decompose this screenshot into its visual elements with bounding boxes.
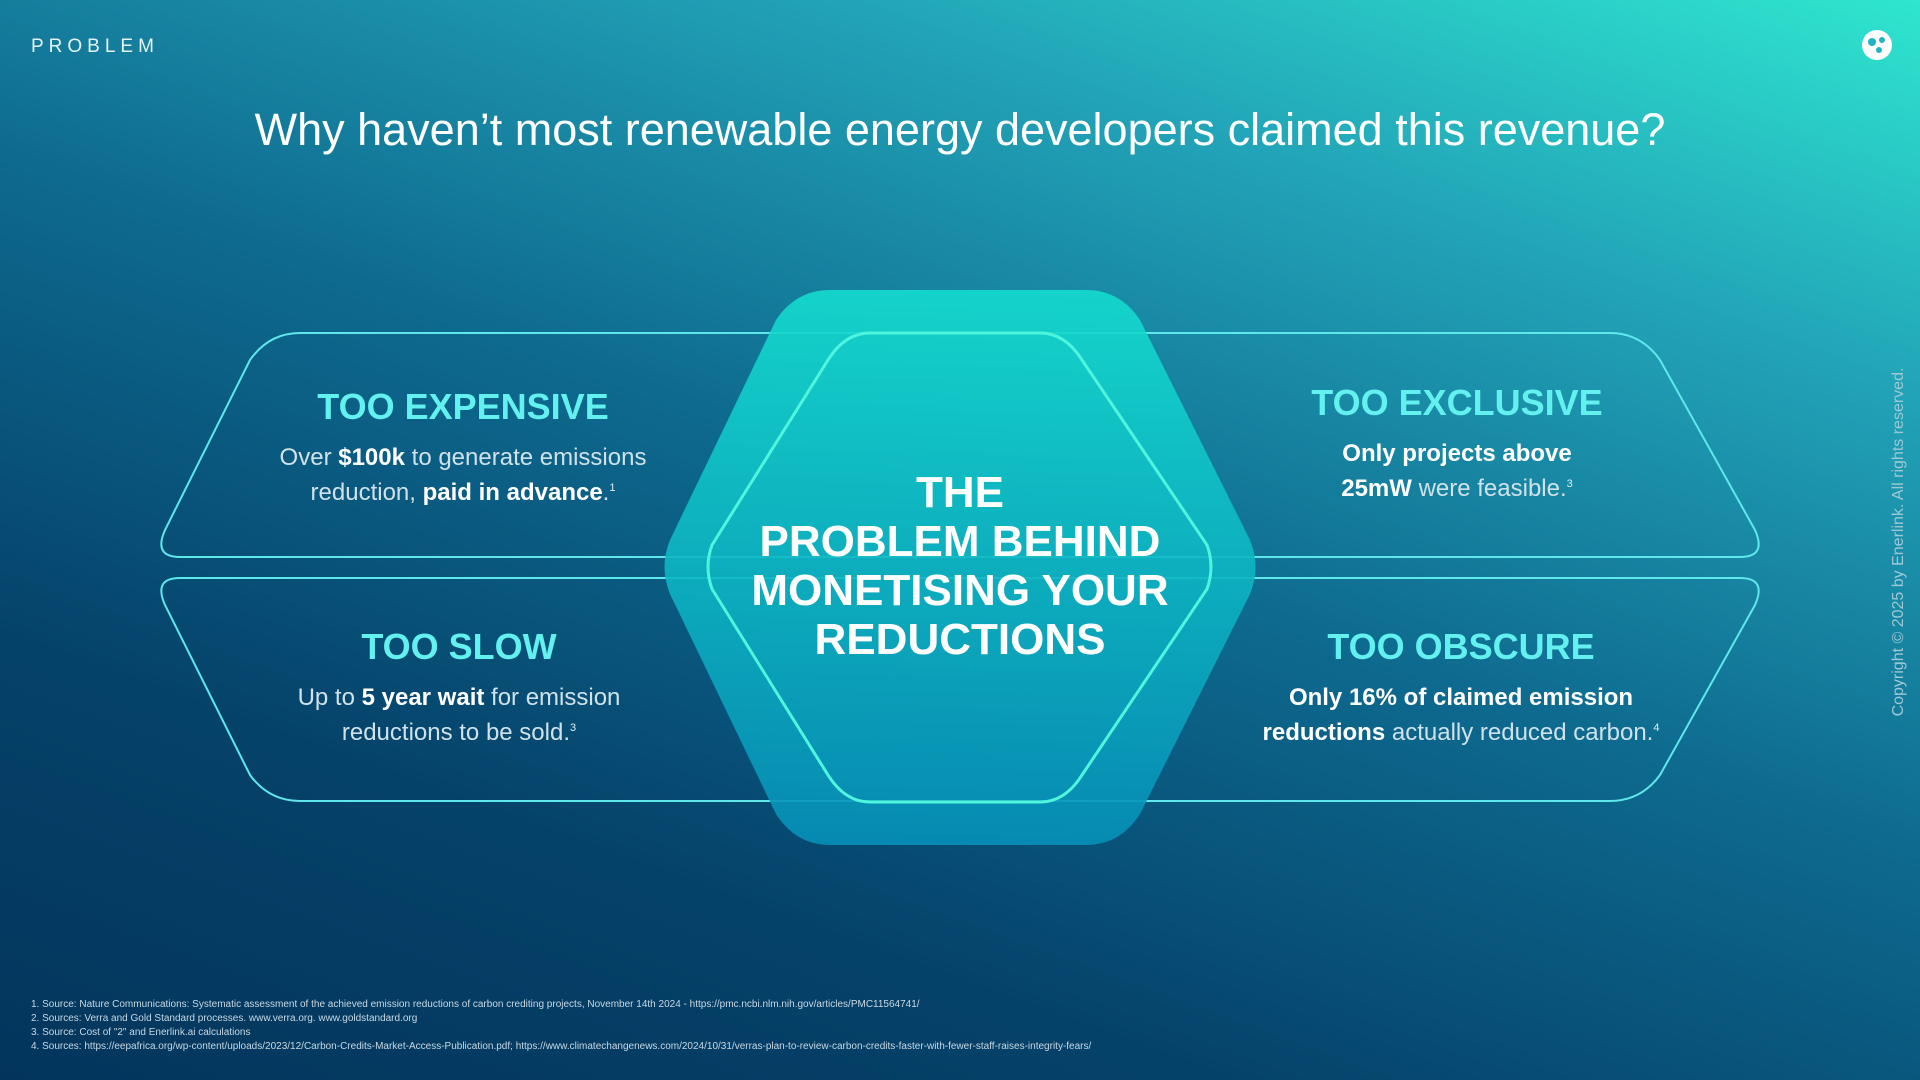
card-line: Up to 5 year wait for emission <box>179 682 739 713</box>
footnote: 1. Source: Nature Communications: System… <box>31 999 920 1010</box>
card-line: Over $100k to generate emissions <box>183 442 743 473</box>
section-label: PROBLEM <box>31 36 159 57</box>
footnotes: 1. Source: Nature Communications: System… <box>31 998 1091 1054</box>
text-segment: reductions to be sold. <box>341 719 570 746</box>
card: TOO OBSCURE Only 16% of claimed emission r… <box>1181 626 1741 748</box>
text-segment: Over <box>279 444 339 471</box>
text-segment: to generate emissions <box>404 444 647 471</box>
center-line: REDUCTIONS <box>814 615 1106 664</box>
logo <box>1862 30 1892 60</box>
center-text: THE PROBLEM BEHIND MONETISING YOUR REDUCTIO… <box>659 468 1261 664</box>
footnote: 2. Sources: Verra and Gold Standard proc… <box>31 1013 418 1024</box>
text-segment: 3 <box>1566 478 1573 490</box>
text-segment: reductions <box>1262 719 1386 746</box>
center-line: THE <box>916 468 1004 517</box>
text-segment: paid in advance <box>422 479 603 506</box>
text-segment: Up to <box>297 684 362 711</box>
copyright: Copyright © 2025 by Enerlink. All rights… <box>1890 367 1907 717</box>
card-title: TOO EXPENSIVE <box>317 386 609 427</box>
card-line: reduction, paid in advance.1 <box>183 473 743 508</box>
text-segment: 3 <box>570 722 577 734</box>
text-segment: 5 year wait <box>361 684 485 711</box>
center-hexagon <box>664 290 1256 845</box>
text-segment: 4 <box>1653 722 1660 734</box>
text-segment: 1 <box>609 482 616 494</box>
card: TOO EXPENSIVE Over $100k to generate emis… <box>183 386 743 508</box>
text-segment: 25mW <box>1341 475 1412 502</box>
logo-dot <box>1876 47 1882 53</box>
text-segment: Only 16% of claimed emission <box>1288 684 1634 711</box>
text-segment: were feasible. <box>1411 475 1567 502</box>
card-line: Only projects above <box>1177 438 1737 469</box>
center-line: PROBLEM BEHIND <box>759 517 1161 566</box>
logo-dot <box>1879 37 1885 43</box>
text-segment: reduction, <box>310 479 423 506</box>
text-segment: $100k <box>338 444 405 471</box>
logo-dot <box>1868 38 1876 46</box>
card-line: 25mW were feasible.3 <box>1177 469 1737 504</box>
card: TOO SLOW Up to 5 year wait for emission re… <box>179 626 739 748</box>
card-line: reductions actually reduced carbon.4 <box>1181 713 1741 748</box>
card: TOO EXCLUSIVE Only projects above 25mW wer… <box>1177 382 1737 504</box>
footnote: 3. Source: Cost of "2" and Enerlink.ai c… <box>31 1027 251 1038</box>
text-segment: . <box>602 479 610 506</box>
text-segment: actually reduced carbon. <box>1385 719 1654 746</box>
card-title: TOO SLOW <box>361 626 557 667</box>
inner-hexagon <box>706 331 1213 804</box>
card-line: reductions to be sold.3 <box>179 713 739 748</box>
card-title: TOO OBSCURE <box>1327 626 1595 667</box>
band-top <box>160 332 1760 558</box>
card-title: TOO EXCLUSIVE <box>1311 382 1603 423</box>
card-line: Only 16% of claimed emission <box>1181 682 1741 713</box>
band-bottom <box>160 577 1760 802</box>
text-segment: for emission <box>484 684 621 711</box>
center-line: MONETISING YOUR <box>751 566 1169 615</box>
footnote: 4. Sources: https://eepafrica.org/wp-con… <box>31 1041 1092 1052</box>
text-segment: Only projects above <box>1342 440 1572 467</box>
slide-title: Why haven’t most renewable energy develo… <box>254 104 1666 155</box>
